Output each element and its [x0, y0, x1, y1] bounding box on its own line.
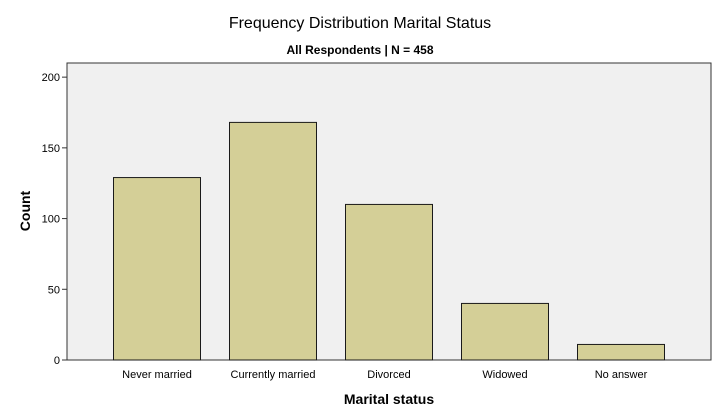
y-tick-label: 100	[42, 214, 60, 226]
bar	[461, 302, 549, 361]
y-axis-title: Count	[17, 190, 33, 231]
y-tick-label: 0	[54, 355, 60, 367]
bar	[345, 203, 433, 361]
bars-group	[113, 121, 665, 361]
y-tick-label: 200	[42, 72, 60, 84]
x-tick-label: Divorced	[367, 369, 410, 381]
x-tick-label: Currently married	[231, 369, 316, 381]
bar	[113, 177, 201, 361]
bar	[577, 343, 665, 361]
x-tick-label: Never married	[122, 369, 192, 381]
y-axis: 0 50 100 150 200	[42, 72, 67, 367]
chart-subtitle: All Respondents | N = 458	[286, 43, 433, 57]
chart-title: Frequency Distribution Marital Status	[229, 15, 491, 32]
y-tick-label: 150	[42, 143, 60, 155]
bar	[229, 121, 317, 361]
x-tick-label: No answer	[595, 369, 648, 381]
x-tick-label: Widowed	[482, 369, 527, 381]
x-axis: Never married Currently married Divorced Wi…	[122, 369, 647, 381]
y-tick-label: 50	[48, 284, 60, 296]
x-axis-title: Marital status	[344, 391, 434, 407]
